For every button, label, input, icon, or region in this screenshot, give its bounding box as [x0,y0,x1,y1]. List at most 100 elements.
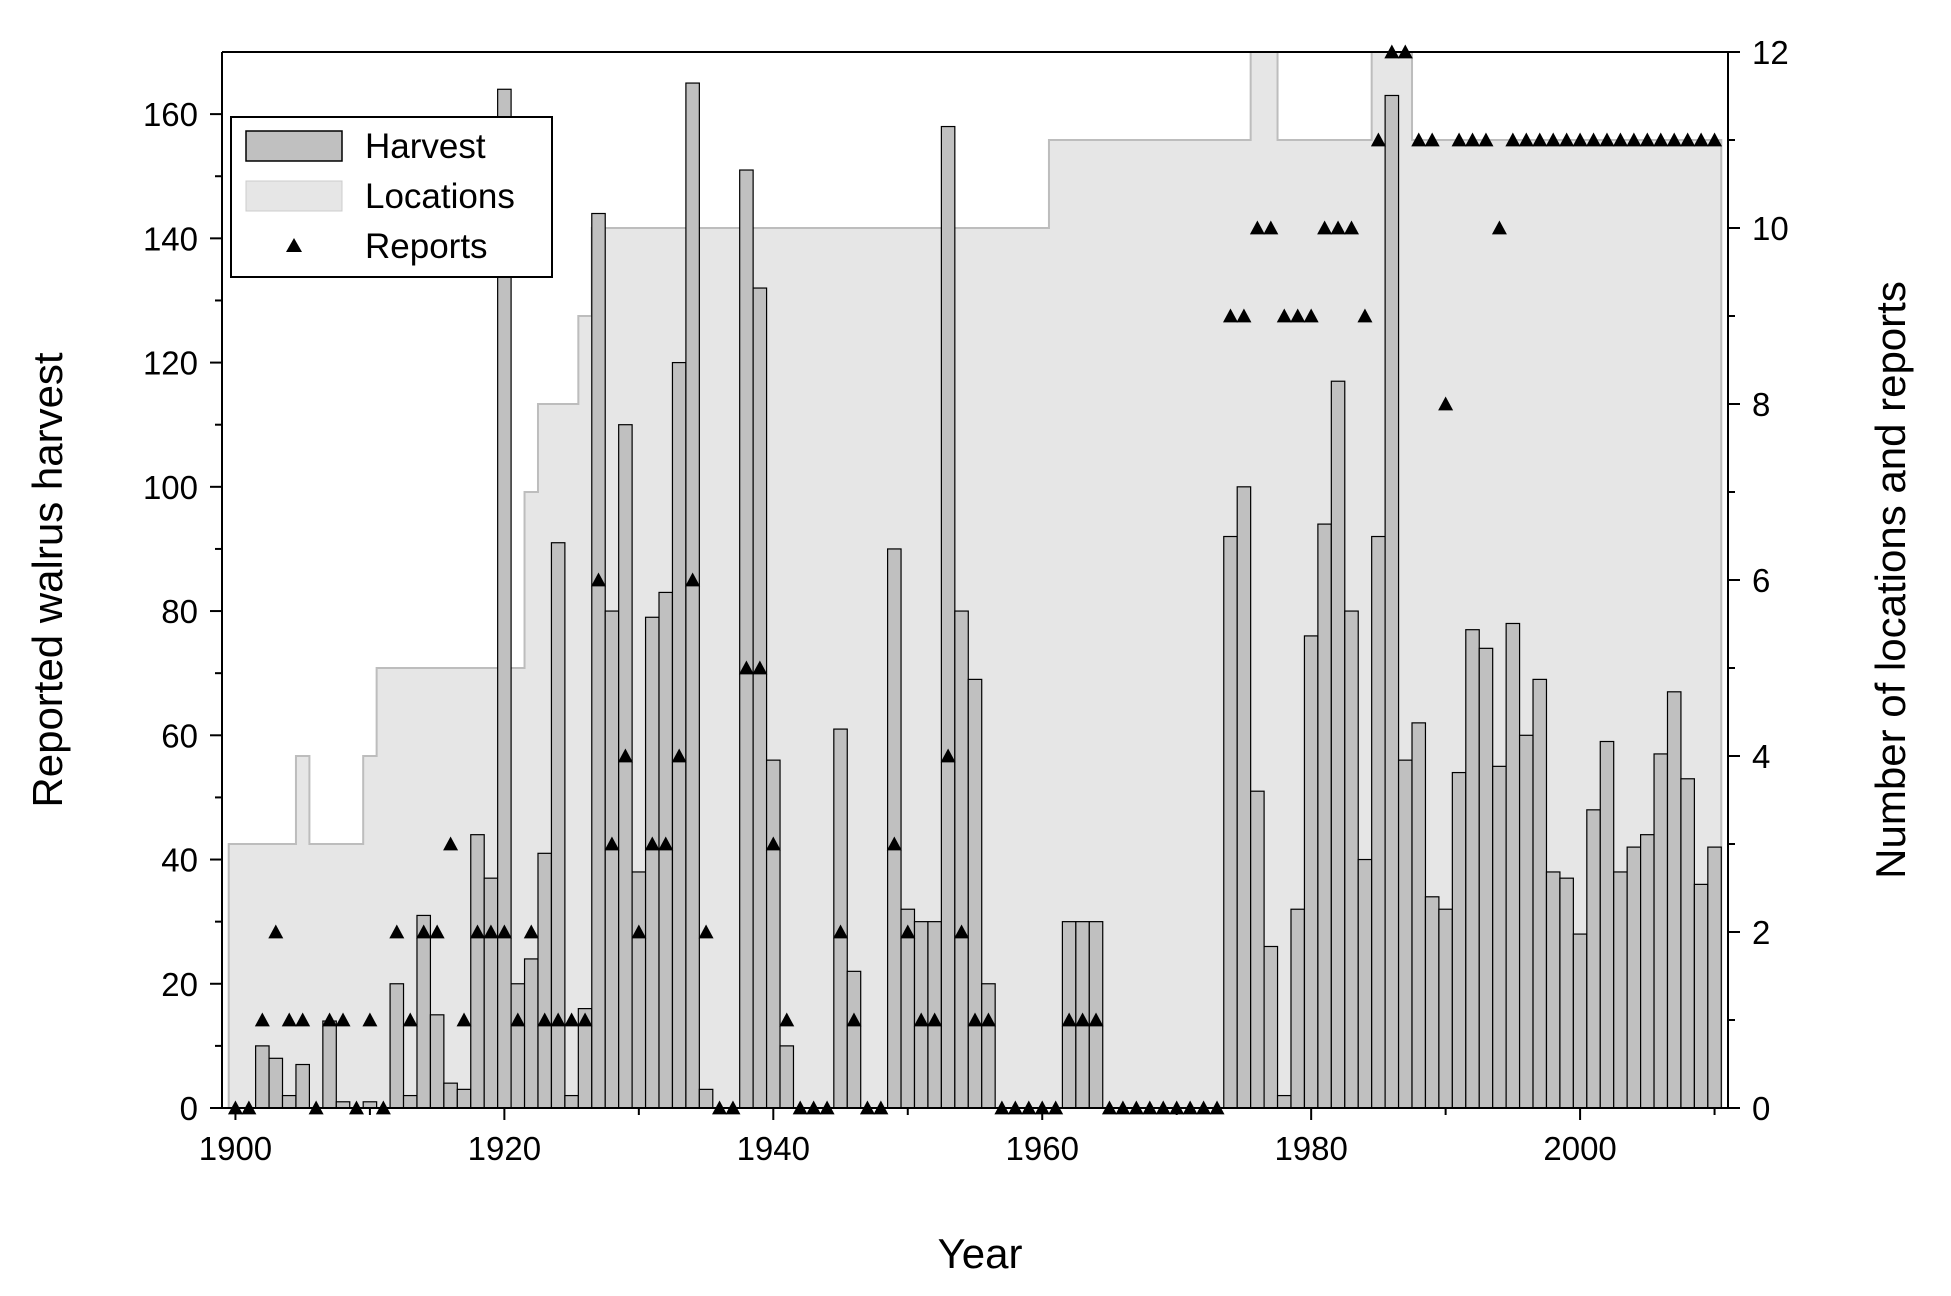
report-marker-1921 [510,1012,526,1027]
report-marker-1941 [779,1012,795,1027]
report-marker-1917 [456,1012,472,1027]
harvest-bar-1904 [281,1094,297,1109]
report-marker-1935 [698,924,714,939]
legend-label-reports: Reports [365,227,488,266]
harvest-bar-1980 [1303,635,1319,1109]
y2-tick-label: 2 [1752,914,1770,951]
y2-tick-label: 12 [1752,34,1789,71]
harvest-bar-1995 [1505,622,1521,1109]
y2-tick-label: 8 [1752,386,1770,423]
report-marker-1925 [564,1012,580,1027]
harvest-bar-2002 [1599,740,1615,1109]
report-marker-1976 [1249,220,1265,235]
harvest-bar-1922 [523,958,539,1109]
report-marker-1982 [1330,220,1346,235]
y-tick-label: 20 [161,966,198,1003]
harvest-bar-2005 [1639,834,1655,1109]
report-marker-2010 [1707,132,1723,147]
report-marker-1920 [496,924,512,939]
harvest-bar-2010 [1707,846,1722,1109]
harvest-bar-1985 [1371,535,1386,1109]
y-axis-title: Reported walrus harvest [24,352,71,808]
harvest-bar-2007 [1666,691,1682,1109]
report-marker-1963 [1075,1012,1091,1027]
harvest-bar-1933 [671,361,687,1109]
report-marker-1954 [954,924,970,939]
report-marker-1932 [658,836,674,851]
harvest-bar-1925 [564,1094,579,1109]
harvest-bar-1975 [1236,486,1252,1109]
harvest-bar-1976 [1250,790,1265,1109]
harvest-bar-1907 [322,1020,337,1109]
y2-tick-label: 0 [1752,1090,1770,1127]
report-marker-1994 [1491,220,1507,235]
harvest-bar-1974 [1223,535,1238,1109]
report-marker-1992 [1465,132,1481,147]
report-marker-1964 [1088,1012,1104,1027]
report-marker-1903 [268,924,284,939]
report-marker-1939 [752,660,768,675]
harvest-bar-1918 [470,834,485,1109]
report-marker-1985 [1370,132,1386,147]
harvest-bar-1986 [1384,94,1400,1109]
y-tick-label: 160 [143,96,198,133]
harvest-bar-1991 [1451,771,1467,1109]
y2-tick-label: 4 [1752,738,1770,775]
report-marker-1907 [322,1012,338,1027]
report-marker-1997 [1532,132,1548,147]
harvest-bar-1903 [268,1057,284,1109]
harvest-bar-1915 [429,1014,445,1109]
harvest-bar-1979 [1290,908,1306,1109]
report-marker-1983 [1344,220,1359,235]
harvest-bar-1902 [255,1045,270,1109]
harvest-bar-1994 [1492,765,1507,1109]
x-tick-label: 1960 [1006,1130,1079,1167]
report-marker-2008 [1680,132,1696,147]
harvest-bar-1945 [833,728,848,1109]
harvest-bar-1996 [1518,734,1534,1109]
report-marker-1940 [765,836,781,851]
report-marker-1989 [1424,132,1440,147]
report-marker-1929 [617,748,633,763]
report-marker-1999 [1559,132,1575,147]
report-marker-1902 [254,1012,270,1027]
harvest-bar-1914 [416,914,432,1109]
report-marker-1926 [577,1012,593,1027]
report-marker-1922 [523,924,539,939]
harvest-bar-1935 [698,1088,714,1109]
y-tick-label: 40 [161,842,198,879]
report-marker-2005 [1639,132,1655,147]
x-tick-label: 2000 [1543,1130,1616,1167]
report-marker-1934 [685,572,701,587]
harvest-bar-2003 [1613,871,1628,1109]
legend: Harvest Locations Reports [230,116,553,278]
harvest-bar-1939 [752,287,768,1109]
harvest-bar-1950 [900,908,916,1109]
harvest-bar-1912 [389,983,405,1109]
legend-label-locations: Locations [365,177,515,216]
harvest-bar-1993 [1478,647,1494,1109]
harvest-bar-1953 [940,125,956,1109]
harvest-bar-2008 [1680,778,1695,1109]
report-marker-1915 [429,924,445,939]
y-tick-label: 0 [180,1090,198,1127]
report-marker-1946 [846,1012,862,1027]
report-marker-1908 [335,1012,351,1027]
report-marker-1910 [362,1012,378,1027]
harvest-bar-1940 [765,759,781,1109]
report-marker-1956 [980,1012,996,1027]
report-marker-1914 [416,924,432,939]
report-marker-1991 [1451,132,1467,147]
harvest-bar-1913 [402,1094,418,1109]
report-marker-1996 [1518,132,1534,147]
report-marker-2006 [1653,132,1669,147]
harvest-bar-1955 [967,678,983,1109]
harvest-bar-1984 [1357,858,1373,1109]
y2-tick-label: 6 [1752,562,1770,599]
harvest-bar-1997 [1532,678,1548,1109]
report-marker-1984 [1357,308,1373,323]
report-marker-2009 [1693,132,1709,147]
report-marker-1905 [295,1012,311,1027]
report-marker-1924 [550,1012,566,1027]
report-marker-1930 [631,924,647,939]
